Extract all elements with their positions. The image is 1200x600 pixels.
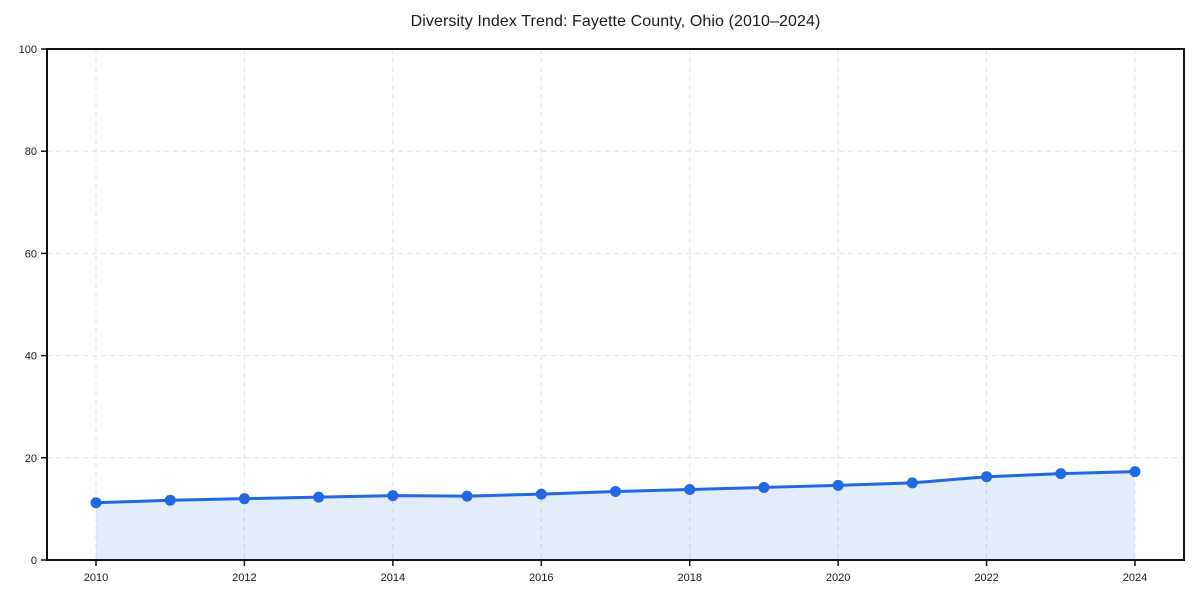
x-tick-label: 2020 (826, 572, 850, 584)
data-point-marker (906, 477, 918, 489)
data-point-marker (461, 490, 473, 502)
x-tick-label: 2010 (84, 572, 108, 584)
data-point-marker (832, 479, 844, 491)
x-tick-label: 2018 (677, 572, 701, 584)
x-tick-label: 2016 (529, 572, 553, 584)
y-tick-label: 40 (25, 351, 37, 363)
data-point-marker (238, 493, 250, 505)
data-point-marker (1129, 466, 1141, 478)
data-point-marker (981, 471, 993, 483)
axis-box (46, 48, 1185, 561)
y-tick-label: 60 (25, 248, 37, 260)
data-point-marker (610, 486, 621, 498)
data-point-marker (313, 491, 325, 503)
data-point-marker (1055, 468, 1067, 480)
chart-title: Diversity Index Trend: Fayette County, O… (410, 13, 821, 30)
data-point-marker (758, 481, 770, 493)
x-tick-label: 2022 (974, 572, 998, 584)
x-tick-label: 2024 (1123, 572, 1147, 584)
data-point-marker (535, 488, 547, 500)
area-fill (96, 471, 1135, 560)
x-tick-label: 2014 (381, 572, 405, 584)
y-tick-label: 0 (31, 555, 37, 567)
data-point-marker (684, 483, 696, 495)
y-tick-label: 20 (25, 453, 37, 465)
data-point-marker (387, 490, 399, 502)
y-tick-label: 100 (19, 44, 37, 56)
data-point-marker (90, 497, 102, 509)
x-tick-label: 2012 (232, 572, 256, 584)
data-point-marker (164, 494, 176, 506)
y-tick-label: 80 (25, 146, 37, 158)
